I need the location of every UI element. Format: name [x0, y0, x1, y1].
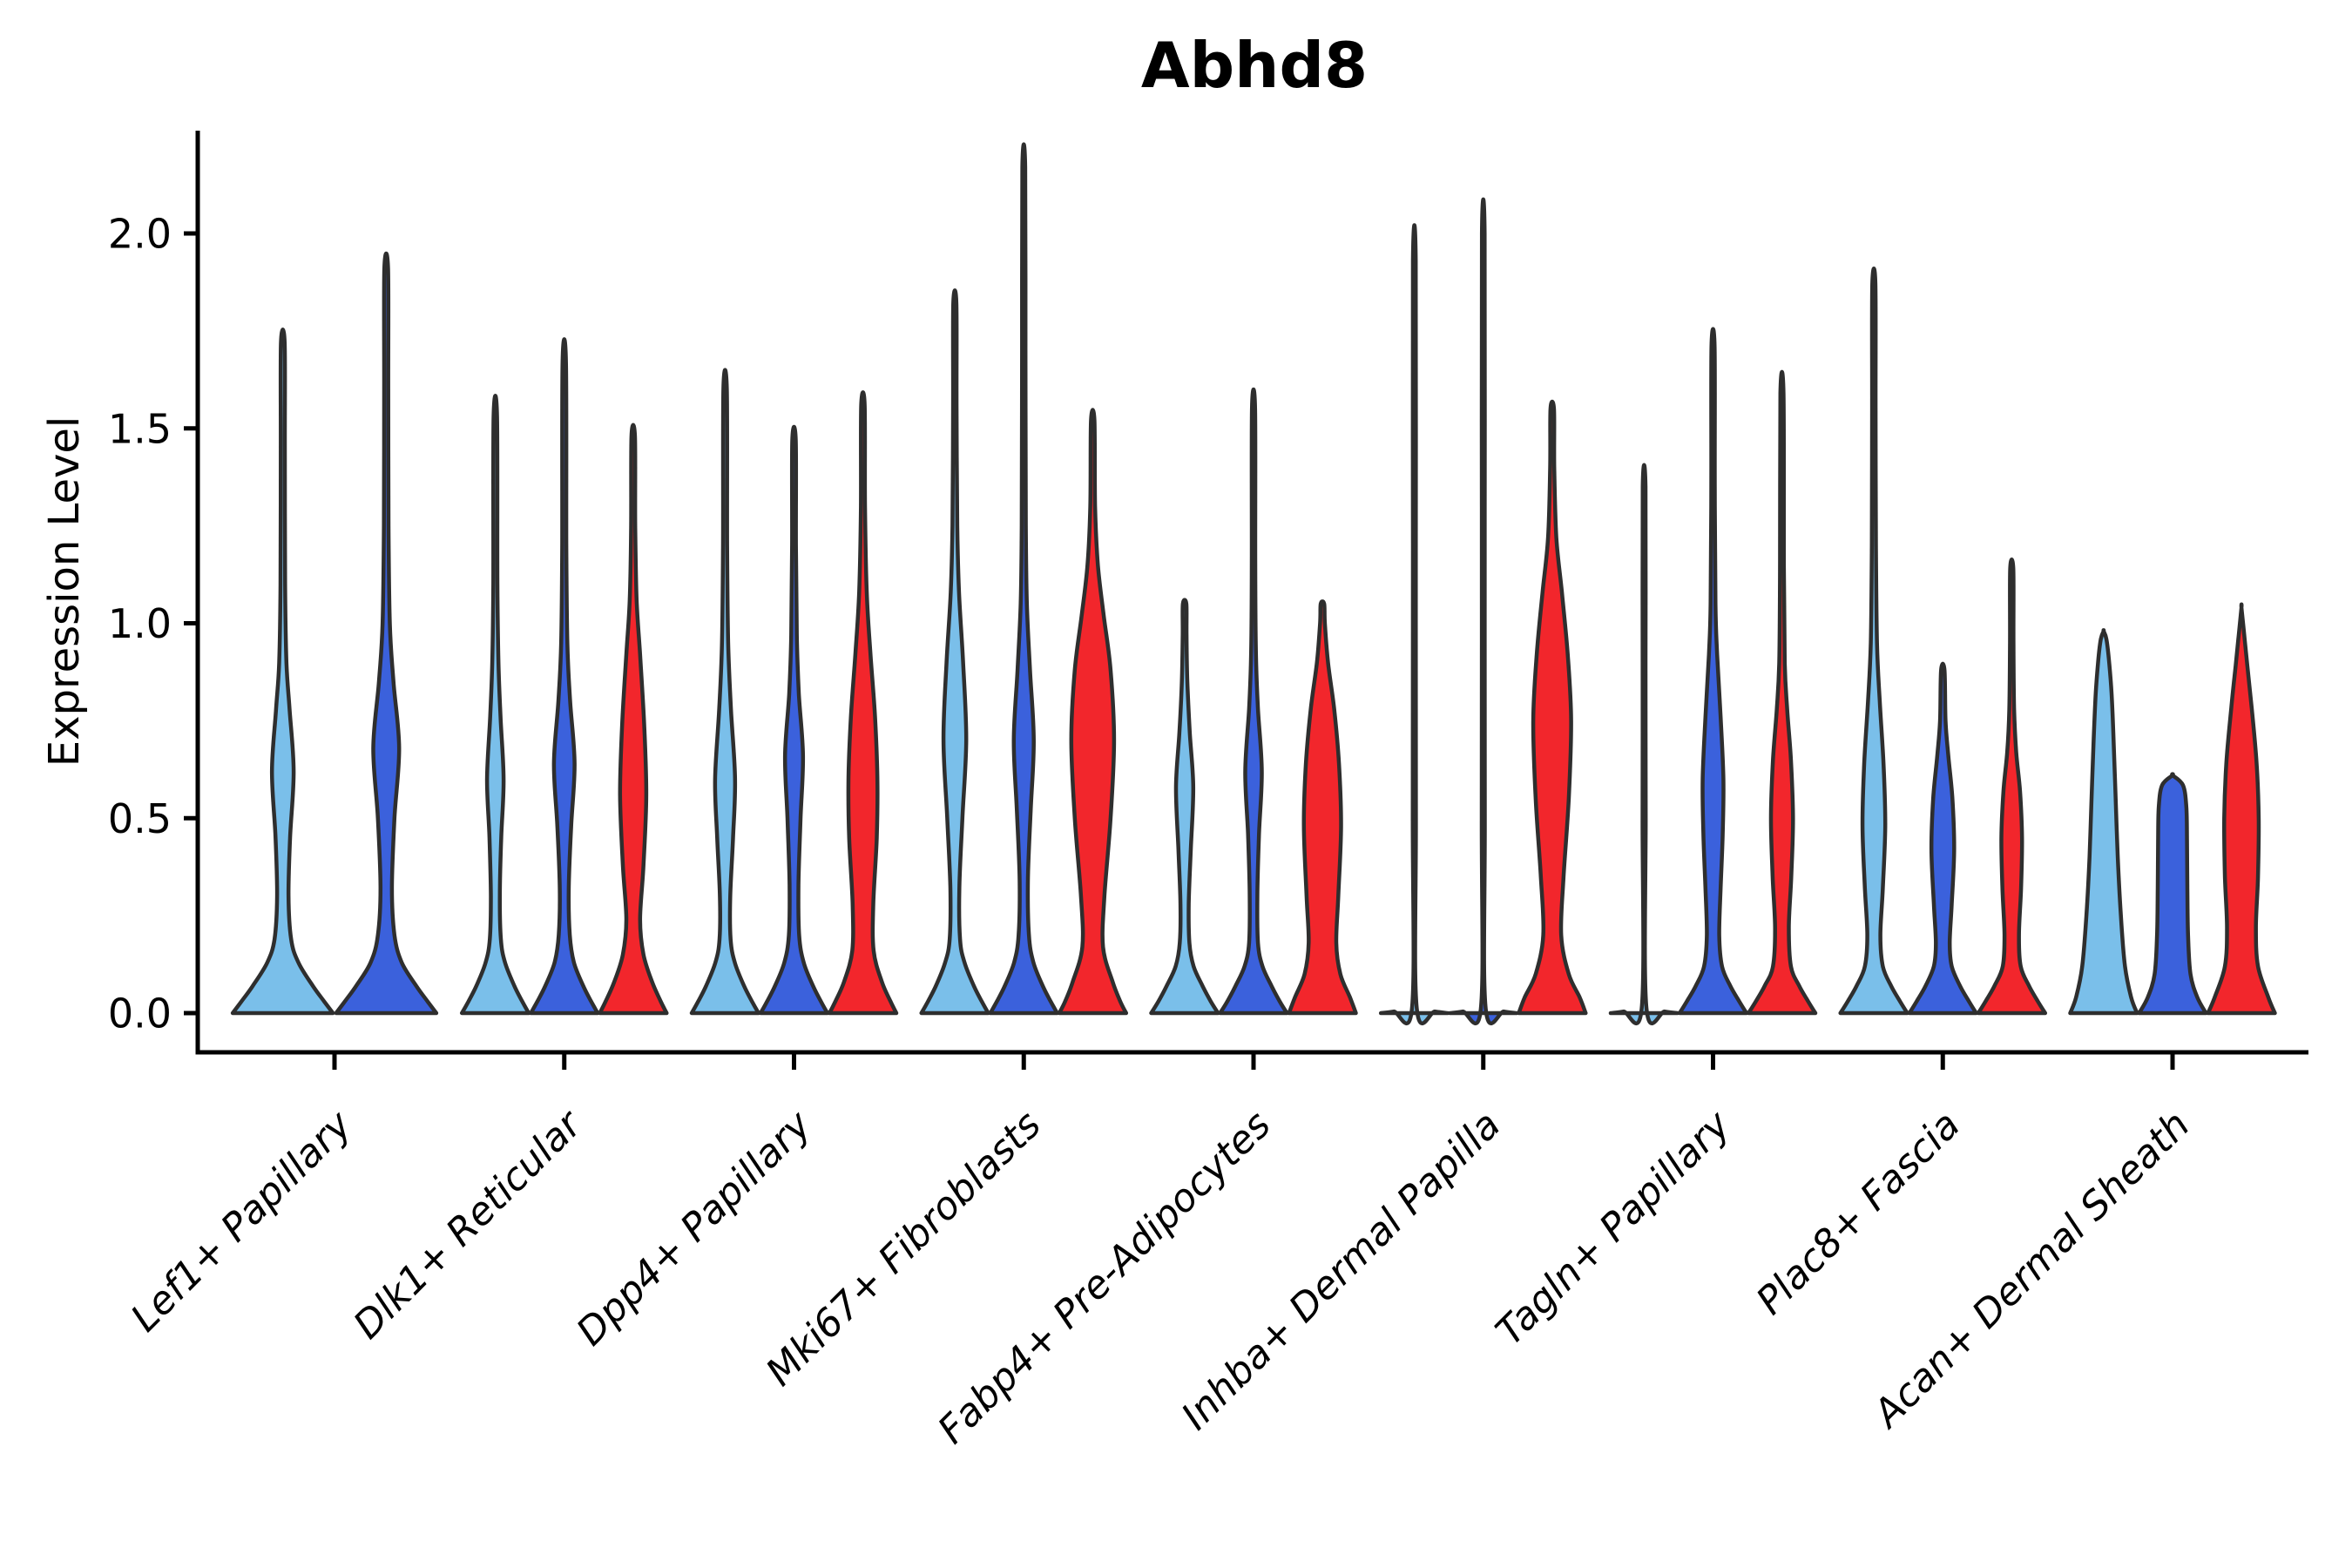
violin-plac8-fascia-light-blue	[1838, 267, 1909, 1016]
y-tick-label: 0.5	[108, 795, 172, 842]
y-axis-label: Expression Level	[40, 416, 89, 767]
y-tick-label: 1.5	[108, 405, 172, 452]
x-tick-label-plac8-fascia: Plac8+ Fascia	[1748, 1103, 1969, 1323]
violin-dlk1-reticular-dark-blue	[529, 337, 600, 1016]
violin-dpp4-papillary-red	[827, 390, 899, 1016]
violin-dlk1-reticular-red	[598, 422, 669, 1016]
x-tick-label-tagln-papillary: Tagln+ Papillary	[1488, 1102, 1740, 1354]
violin-mki67-fibroblasts-dark-blue	[988, 142, 1059, 1016]
violin-tagln-papillary-light-blue	[1608, 463, 1680, 1026]
violin-dlk1-reticular-light-blue	[459, 394, 531, 1016]
violin-mki67-fibroblasts-light-blue	[919, 288, 990, 1016]
y-tick-label: 1.0	[108, 600, 172, 647]
violin-fabp4-pre-adipocytes-red	[1287, 599, 1358, 1016]
y-tick-label: 0.0	[108, 990, 172, 1037]
y-tick-label: 2.0	[108, 211, 172, 258]
chart-title: Abhd8	[1141, 29, 1368, 102]
violin-acan-dermal-sheath-dark-blue	[2137, 772, 2208, 1016]
violin-acan-dermal-sheath-light-blue	[2068, 628, 2139, 1016]
violin-tagln-papillary-dark-blue	[1677, 327, 1749, 1016]
violin-dpp4-papillary-light-blue	[689, 368, 761, 1016]
violin-lef1-papillary-light-blue	[230, 327, 335, 1016]
x-tick-label-dlk1-reticular: Dlk1+ Reticular	[345, 1101, 591, 1348]
violin-acan-dermal-sheath-red	[2206, 602, 2277, 1016]
x-tick-label-dpp4-papillary: Dpp4+ Papillary	[568, 1102, 821, 1355]
violin-lef1-papillary-dark-blue	[334, 251, 439, 1016]
violin-plac8-fascia-red	[1976, 558, 2048, 1016]
violin-fabp4-pre-adipocytes-light-blue	[1149, 598, 1220, 1016]
violin-mki67-fibroblasts-red	[1057, 408, 1129, 1016]
violin-inhba-dermal-papilla-light-blue	[1378, 223, 1450, 1026]
violin-inhba-dermal-papilla-red	[1517, 399, 1588, 1016]
violin-dpp4-papillary-dark-blue	[758, 424, 830, 1016]
violin-plac8-fascia-dark-blue	[1907, 661, 1978, 1016]
violin-inhba-dermal-papilla-dark-blue	[1448, 197, 1519, 1026]
violin-tagln-papillary-red	[1746, 369, 1818, 1016]
violin-fabp4-pre-adipocytes-dark-blue	[1218, 387, 1289, 1016]
x-tick-label-lef1-papillary: Lef1+ Papillary	[123, 1102, 362, 1341]
